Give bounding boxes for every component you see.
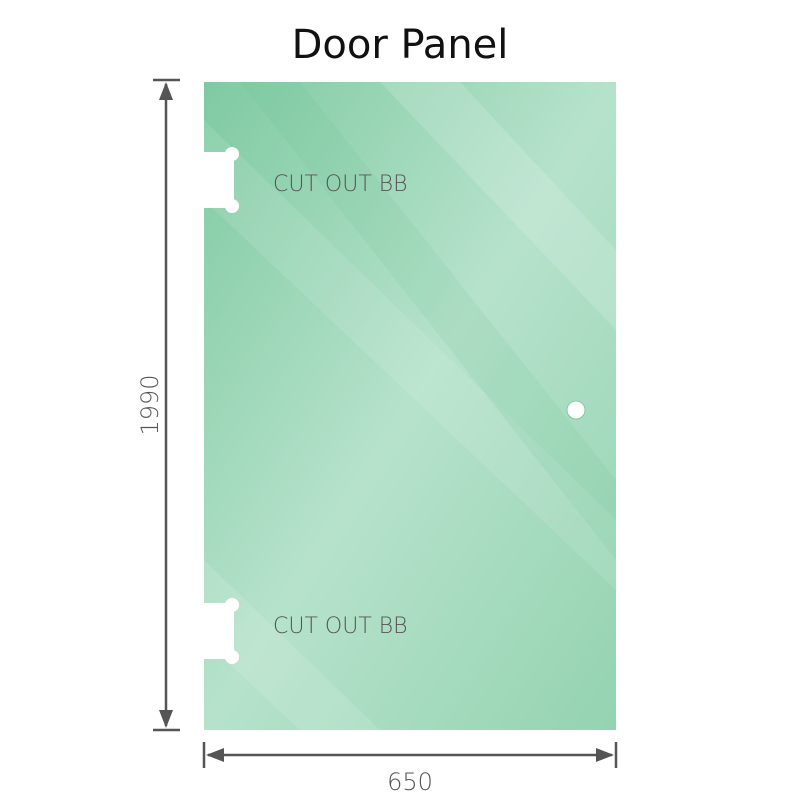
width-label: 650 <box>387 768 433 796</box>
height-label: 1990 <box>136 374 164 435</box>
cutout-label-top: CUT OUT BB <box>273 172 408 197</box>
cutout-top <box>200 147 239 213</box>
glass-panel <box>204 82 616 730</box>
diagram-title: Door Panel <box>291 22 509 68</box>
cutout-label-bottom: CUT OUT BB <box>273 614 408 639</box>
handle-hole <box>566 400 586 420</box>
width-dimension-line <box>202 742 618 768</box>
cutout-bottom <box>200 598 239 664</box>
height-dimension-line <box>153 78 180 732</box>
